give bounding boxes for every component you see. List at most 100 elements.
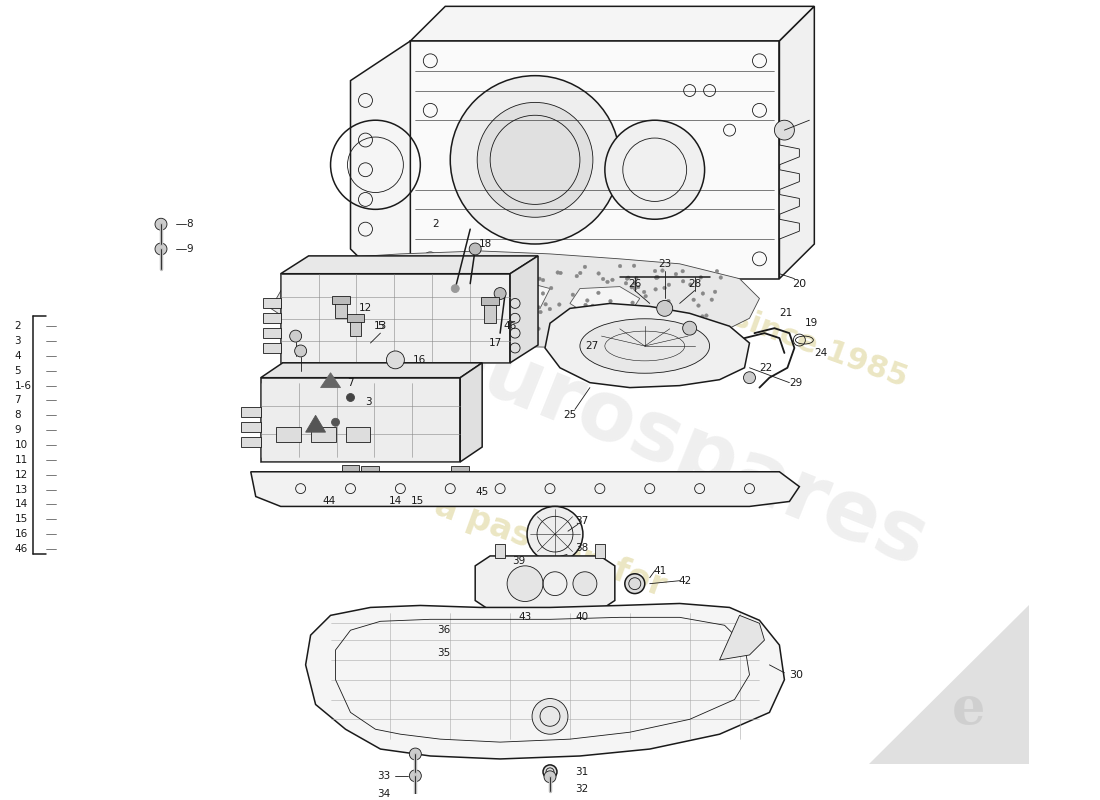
Text: 35: 35: [437, 648, 450, 658]
Circle shape: [317, 297, 320, 301]
Circle shape: [653, 287, 658, 291]
Text: 4: 4: [14, 351, 21, 361]
Circle shape: [358, 265, 362, 269]
Circle shape: [368, 297, 372, 300]
Circle shape: [456, 309, 460, 312]
Text: 34: 34: [377, 789, 390, 798]
Circle shape: [498, 295, 503, 298]
Circle shape: [591, 304, 594, 308]
Text: 22: 22: [759, 362, 772, 373]
Polygon shape: [595, 544, 605, 558]
Circle shape: [499, 328, 503, 332]
Circle shape: [364, 283, 367, 286]
Text: 29: 29: [790, 378, 803, 388]
Circle shape: [698, 275, 703, 279]
Circle shape: [634, 287, 637, 290]
Circle shape: [328, 290, 331, 294]
Circle shape: [625, 574, 645, 594]
Circle shape: [322, 319, 327, 323]
Circle shape: [674, 272, 678, 276]
Circle shape: [559, 271, 562, 274]
Polygon shape: [420, 278, 550, 316]
Circle shape: [321, 290, 326, 294]
Polygon shape: [344, 469, 356, 497]
Polygon shape: [334, 301, 346, 318]
Circle shape: [375, 272, 378, 275]
Circle shape: [336, 266, 339, 270]
Text: 3: 3: [365, 398, 372, 407]
Circle shape: [521, 310, 525, 313]
Text: 9: 9: [14, 425, 21, 435]
Polygon shape: [263, 314, 280, 323]
Text: a passion for: a passion for: [430, 489, 670, 603]
Text: 2: 2: [432, 219, 439, 230]
Polygon shape: [276, 427, 300, 442]
Text: 14: 14: [388, 497, 401, 506]
Polygon shape: [451, 466, 470, 474]
Text: 17: 17: [488, 338, 502, 348]
Circle shape: [583, 265, 586, 269]
Circle shape: [630, 286, 634, 289]
Circle shape: [552, 325, 556, 328]
Circle shape: [398, 306, 403, 310]
Circle shape: [350, 265, 353, 268]
Circle shape: [432, 322, 436, 325]
Text: 3: 3: [14, 336, 21, 346]
Circle shape: [653, 270, 657, 273]
Polygon shape: [495, 544, 505, 558]
Text: 7: 7: [14, 395, 21, 406]
Circle shape: [543, 765, 557, 778]
Circle shape: [355, 322, 359, 326]
Polygon shape: [510, 256, 538, 363]
Circle shape: [340, 269, 344, 272]
Text: 18: 18: [478, 239, 492, 249]
Circle shape: [537, 327, 540, 330]
Polygon shape: [364, 470, 376, 491]
Text: 8: 8: [186, 219, 192, 230]
Circle shape: [692, 298, 695, 302]
Circle shape: [637, 286, 640, 289]
Circle shape: [336, 302, 339, 306]
Text: 41: 41: [653, 566, 667, 576]
Circle shape: [689, 283, 692, 286]
Circle shape: [602, 278, 605, 281]
Circle shape: [465, 311, 469, 315]
Text: 42: 42: [678, 576, 691, 586]
Text: 16: 16: [412, 355, 426, 365]
Polygon shape: [475, 556, 615, 610]
Text: eurospares: eurospares: [420, 310, 939, 583]
Circle shape: [507, 298, 512, 301]
Polygon shape: [869, 606, 1028, 764]
Circle shape: [710, 298, 714, 302]
Circle shape: [624, 306, 628, 310]
Text: 15: 15: [14, 514, 28, 524]
Text: 12: 12: [14, 470, 28, 480]
Circle shape: [441, 295, 444, 299]
Circle shape: [715, 270, 718, 273]
Polygon shape: [719, 615, 764, 660]
Circle shape: [705, 314, 708, 318]
Circle shape: [440, 294, 443, 298]
Circle shape: [552, 330, 556, 334]
Polygon shape: [350, 318, 362, 336]
Text: 25: 25: [563, 410, 576, 420]
Text: 2: 2: [14, 322, 21, 331]
Circle shape: [571, 324, 574, 327]
Circle shape: [496, 292, 499, 295]
Circle shape: [359, 293, 363, 297]
Circle shape: [663, 286, 667, 290]
Circle shape: [510, 290, 514, 294]
Circle shape: [701, 292, 705, 295]
Circle shape: [408, 266, 412, 270]
Circle shape: [470, 243, 481, 255]
Polygon shape: [570, 286, 640, 316]
Circle shape: [563, 319, 566, 323]
Polygon shape: [484, 302, 496, 323]
Text: 15: 15: [410, 497, 424, 506]
Text: 39: 39: [512, 556, 525, 566]
Circle shape: [600, 310, 603, 314]
Text: 45: 45: [475, 486, 488, 497]
Circle shape: [345, 285, 349, 288]
Circle shape: [719, 276, 723, 279]
Circle shape: [543, 302, 548, 306]
